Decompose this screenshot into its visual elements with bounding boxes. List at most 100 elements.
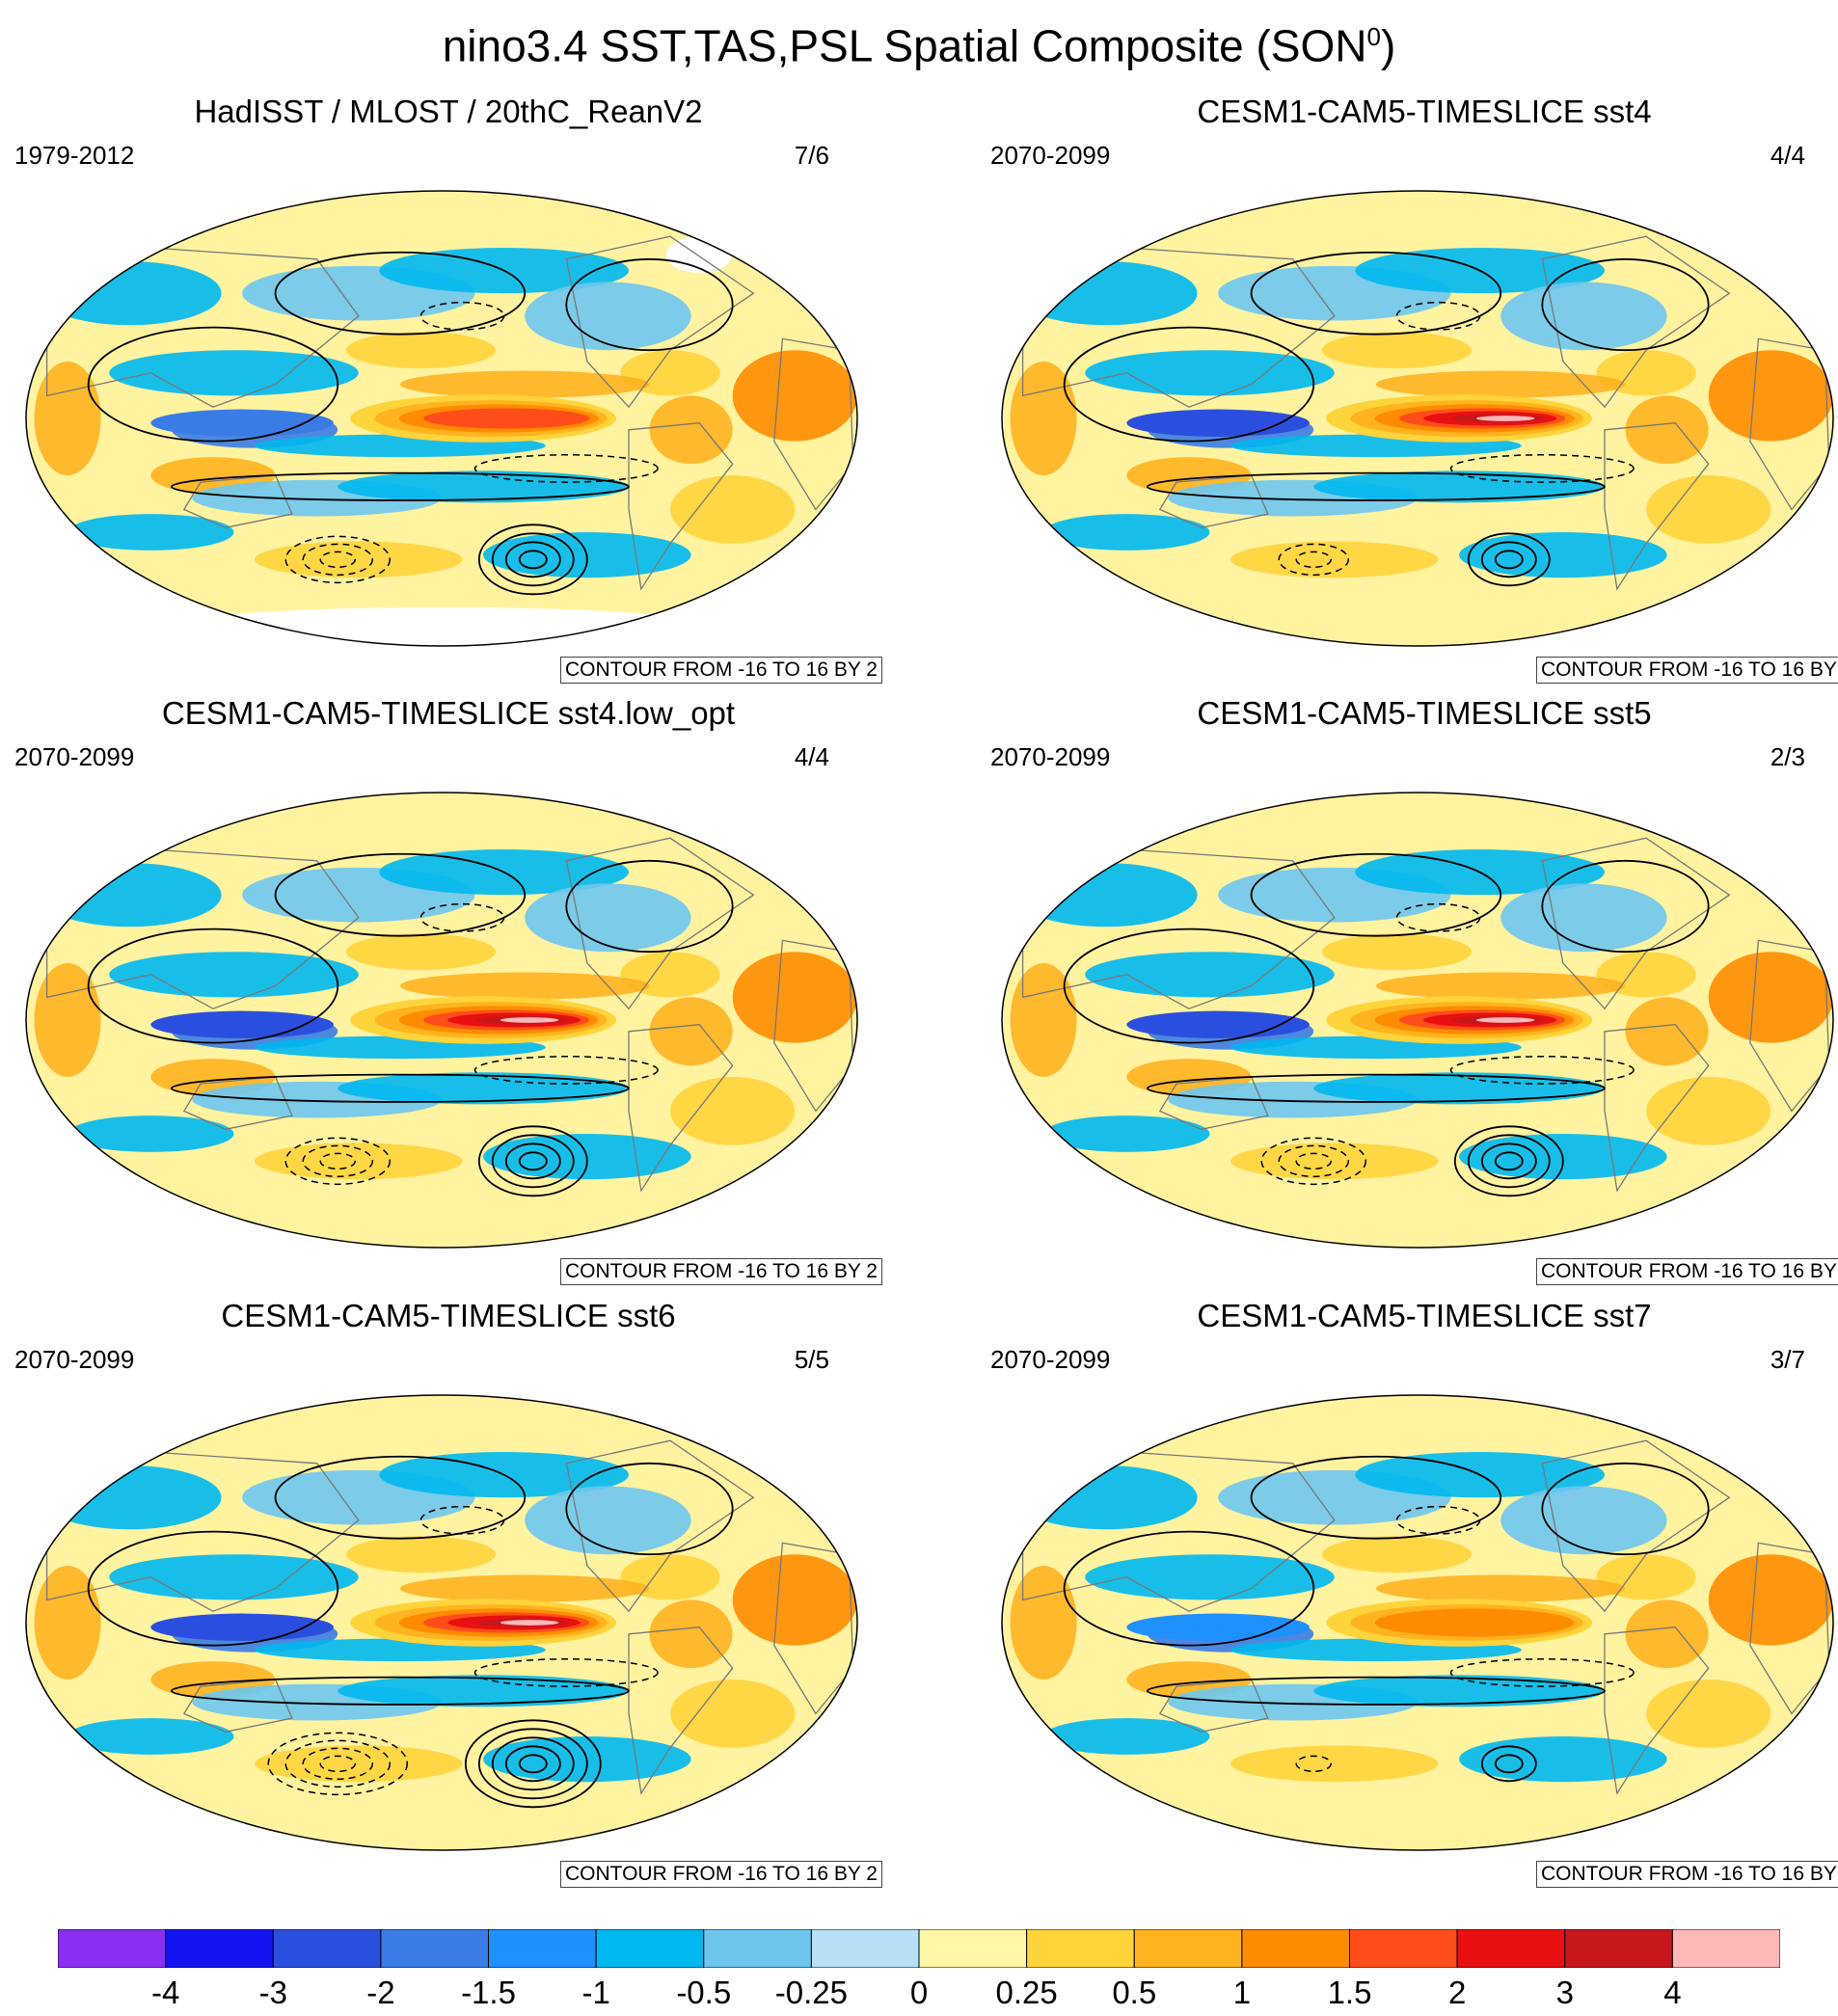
colorbar-tick-label: 0.25 <box>995 1975 1058 2010</box>
contour-info-label: CONTOUR FROM -16 TO 16 BY 2 <box>1535 1861 1838 1888</box>
psl-contour-negative <box>319 1152 356 1170</box>
psl-contour-positive <box>1480 1142 1537 1180</box>
panel-period: 2070-2099 <box>14 1345 135 1374</box>
map-border <box>1001 792 1834 1249</box>
coastline <box>1604 1024 1710 1193</box>
anomaly-patch <box>68 1116 234 1152</box>
colorbar-tick-label: -0.25 <box>774 1975 848 2010</box>
anomaly-patch <box>68 1718 234 1755</box>
panel-count: 7/6 <box>794 141 829 170</box>
colorbar-segment <box>703 1929 812 1968</box>
psl-contour-positive <box>518 1754 548 1774</box>
map-field <box>1002 191 1833 646</box>
contour-info-label: CONTOUR FROM -16 TO 16 BY 2 <box>559 1258 882 1285</box>
el-nino-warm-tongue <box>1374 1608 1575 1637</box>
psl-contour-negative <box>284 1137 391 1186</box>
anomaly-patch <box>1321 933 1473 971</box>
psl-contour-zero <box>565 257 734 352</box>
psl-contour-positive <box>477 524 588 596</box>
psl-contour-negative <box>1295 1152 1332 1170</box>
psl-contour-negative <box>419 1505 505 1535</box>
psl-contour-zero <box>274 1455 527 1540</box>
panel-sst4: CESM1-CAM5-TIMESLICE sst4 2070-2099 4/4 … <box>990 93 1838 690</box>
map-sst5 <box>1001 792 1834 1249</box>
anomaly-patch <box>1625 1599 1709 1669</box>
panel-title: CESM1-CAM5-TIMESLICE sst4.low_opt <box>161 695 736 731</box>
psl-contour-positive <box>477 1125 588 1197</box>
anomaly-patch <box>1375 1574 1626 1602</box>
el-nino-warm-tongue <box>500 1620 559 1626</box>
anomaly-patch <box>1646 1077 1771 1145</box>
colorbar-tick-label: -0.5 <box>676 1975 732 2010</box>
anomaly-patch <box>34 963 101 1077</box>
psl-contour-zero <box>1063 927 1315 1044</box>
coastline <box>628 422 734 591</box>
colorbar-segment <box>595 1929 705 1968</box>
anomaly-patch <box>1014 863 1198 927</box>
psl-contour-negative <box>1278 543 1349 577</box>
figure-title: nino3.4 SST,TAS,PSL Spatial Composite (S… <box>0 6 1838 76</box>
map-hadisst <box>25 190 858 647</box>
coastline <box>565 837 755 1010</box>
anomaly-patch <box>525 282 691 351</box>
panel-title: HadISST / MLOST / 20thC_ReanV2 <box>194 94 703 129</box>
anomaly-patch <box>345 332 497 369</box>
colorbar-tick-label: 3 <box>1555 1975 1574 2010</box>
colorbar-segment <box>1349 1929 1458 1968</box>
anomaly-patch <box>1313 1675 1605 1707</box>
panel-period: 2070-2099 <box>990 1345 1111 1374</box>
anomaly-patch <box>1010 1566 1077 1680</box>
psl-contour-positive <box>1480 1745 1537 1783</box>
panel-title: CESM1-CAM5-TIMESLICE sst7 <box>1197 1298 1652 1333</box>
psl-contour-negative <box>319 551 356 569</box>
panel-count: 4/4 <box>794 742 829 771</box>
anomaly-patch <box>255 1142 463 1180</box>
anomaly-patch <box>1230 1745 1439 1783</box>
coastline <box>1021 247 1336 408</box>
coastline <box>628 1024 734 1193</box>
anomaly-patch <box>649 997 733 1066</box>
anomaly-patch <box>1708 952 1833 1043</box>
coastline <box>45 848 360 1009</box>
colorbar-segment <box>1241 1929 1350 1968</box>
psl-contour-positive <box>504 541 561 578</box>
psl-contour-zero <box>87 1530 339 1647</box>
anomaly-patch <box>1500 1486 1667 1555</box>
anomaly-patch <box>732 350 857 442</box>
anomaly-patch <box>338 470 629 503</box>
psl-contour-zero <box>1146 471 1606 501</box>
anomaly-patch <box>649 395 733 465</box>
colorbar-tick-label: 2 <box>1447 1975 1467 2010</box>
coastline <box>628 1626 734 1795</box>
psl-contour-negative <box>319 1755 356 1773</box>
panel-count: 2/3 <box>1770 742 1805 771</box>
coastline <box>45 247 360 408</box>
psl-contour-negative <box>1449 454 1635 483</box>
map-field <box>26 1395 857 1850</box>
psl-contour-positive <box>491 532 575 587</box>
panel-count: 4/4 <box>1770 141 1805 170</box>
panel-period: 2070-2099 <box>14 742 135 771</box>
anomaly-patch <box>68 514 234 551</box>
map-border <box>1001 190 1834 647</box>
psl-contour-positive <box>1494 550 1524 570</box>
psl-contour-positive <box>1480 541 1537 578</box>
anomaly-patch <box>1014 261 1198 326</box>
map-border <box>25 792 858 1249</box>
psl-contour-negative <box>473 454 659 483</box>
colorbar-segment <box>380 1929 489 1968</box>
colorbar-segment <box>1456 1929 1566 1968</box>
colorbar-segment <box>58 1929 167 1968</box>
psl-contour-negative <box>1260 1137 1366 1186</box>
map-field <box>1002 793 1833 1248</box>
figure-title-superscript: 0 <box>1366 22 1381 51</box>
psl-contour-positive <box>491 1736 575 1791</box>
panel-period: 1979-2012 <box>14 141 135 170</box>
panel-sst4-low-opt: CESM1-CAM5-TIMESLICE sst4.low_opt 2070-2… <box>14 694 882 1292</box>
anomaly-patch <box>34 1566 101 1680</box>
anomaly-patch <box>1014 1465 1198 1530</box>
psl-contour-zero <box>1250 1455 1502 1540</box>
psl-contour-positive <box>504 1745 561 1783</box>
psl-contour-negative <box>1295 551 1332 569</box>
figure-title-close: ) <box>1380 20 1396 71</box>
